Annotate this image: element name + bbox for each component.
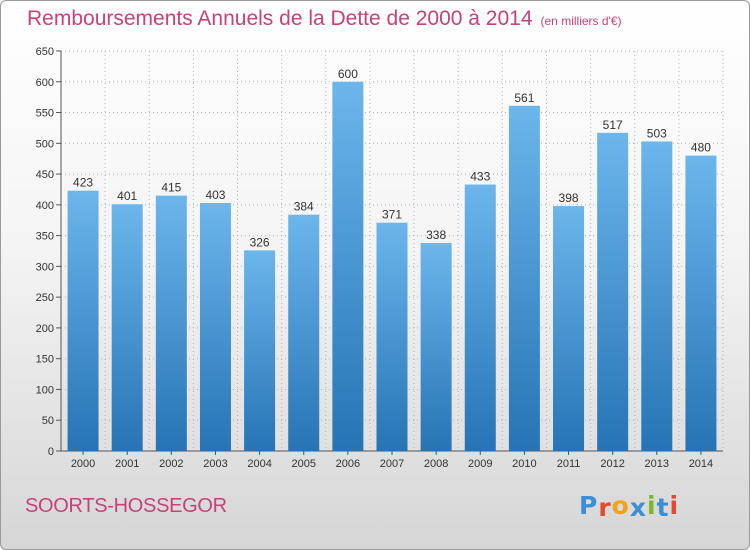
x-tick-label: 2011 <box>557 458 581 470</box>
x-tick-label: 2002 <box>159 458 183 470</box>
x-tick-label: 2009 <box>468 458 492 470</box>
x-tick-label: 2012 <box>600 458 624 470</box>
y-tick-label: 650 <box>36 46 54 58</box>
commune-name: SOORTS-HOSSEGOR <box>25 495 227 517</box>
x-tick-label: 2000 <box>71 458 95 470</box>
bar[interactable] <box>376 222 408 451</box>
bar-value-label: 480 <box>691 141 711 155</box>
bar[interactable] <box>332 81 364 452</box>
bar-value-label: 503 <box>647 126 667 140</box>
bar-value-label: 415 <box>161 181 181 195</box>
x-tick-label: 2014 <box>689 458 713 470</box>
logo-letter: o <box>611 491 630 520</box>
x-tick-label: 2008 <box>424 458 448 470</box>
bar-value-label: 600 <box>338 67 358 81</box>
bar-value-label: 384 <box>294 200 314 214</box>
y-tick-label: 400 <box>36 200 54 212</box>
bar[interactable] <box>67 190 99 451</box>
x-tick-label: 2004 <box>247 458 271 470</box>
logo-letter: P <box>579 491 599 520</box>
bar-value-label: 398 <box>559 191 579 205</box>
x-tick-label: 2003 <box>203 458 227 470</box>
logo-letter: i <box>647 491 657 520</box>
y-tick-label: 550 <box>36 108 54 120</box>
x-tick-label: 2006 <box>336 458 360 470</box>
y-tick-label: 0 <box>48 446 54 458</box>
y-tick-label: 150 <box>36 354 54 366</box>
bar[interactable] <box>199 203 231 451</box>
bar-value-label: 423 <box>73 176 93 190</box>
axes: 0 50 100 150 200 250 300 350 400 450 500 550 600 650 2… <box>36 46 723 470</box>
bar[interactable] <box>685 155 717 451</box>
y-tick-label: 50 <box>42 415 54 427</box>
grid-lines <box>60 50 724 452</box>
bar-value-label: 326 <box>250 235 270 249</box>
bar[interactable] <box>155 195 187 451</box>
bar-value-label: 433 <box>470 170 490 184</box>
x-tick-label: 2010 <box>512 458 536 470</box>
bar[interactable] <box>244 250 276 451</box>
logo-letter: r <box>598 493 612 522</box>
x-tick-label: 2013 <box>645 458 669 470</box>
bar[interactable] <box>288 214 320 451</box>
bar[interactable] <box>111 204 143 451</box>
bar[interactable] <box>464 184 496 452</box>
bar-value-label: 338 <box>426 228 446 242</box>
x-tick-label: 2005 <box>291 458 315 470</box>
bar-value-label: 403 <box>205 188 225 202</box>
data-labels: 423 401 415 403 326 384 600 371 338 433 561 398 517 5… <box>73 67 711 250</box>
bar[interactable] <box>420 243 452 451</box>
y-tick-label: 500 <box>36 138 54 150</box>
y-tick-label: 350 <box>36 231 54 243</box>
x-tick-label: 2007 <box>380 458 404 470</box>
y-tick-label: 450 <box>36 169 54 181</box>
chart-title-text: Remboursements Annuels de la Dette de 20… <box>27 7 533 30</box>
chart-subtitle: (en milliers d'€) <box>540 14 622 28</box>
y-tick-label: 300 <box>36 261 54 273</box>
y-tick-label: 250 <box>36 292 54 304</box>
bar[interactable] <box>641 141 673 451</box>
bar-value-label: 561 <box>514 91 534 105</box>
bar[interactable] <box>553 206 585 451</box>
proxiti-logo[interactable]: Proxiti <box>579 491 680 522</box>
logo-letter: t <box>656 493 670 522</box>
logo-letter: x <box>629 493 647 522</box>
bar[interactable] <box>508 105 540 452</box>
bar-value-label: 517 <box>603 118 623 132</box>
y-tick-label: 100 <box>36 384 54 396</box>
chart-title: Remboursements Annuels de la Dette de 20… <box>27 7 622 31</box>
bar-value-label: 401 <box>117 189 137 203</box>
y-tick-label: 600 <box>36 77 54 89</box>
x-tick-label: 2001 <box>115 458 139 470</box>
bar[interactable] <box>597 132 629 451</box>
bar-value-label: 371 <box>382 208 402 222</box>
logo-letter: i <box>669 491 680 520</box>
y-tick-label: 200 <box>36 323 54 335</box>
bars <box>67 81 717 452</box>
